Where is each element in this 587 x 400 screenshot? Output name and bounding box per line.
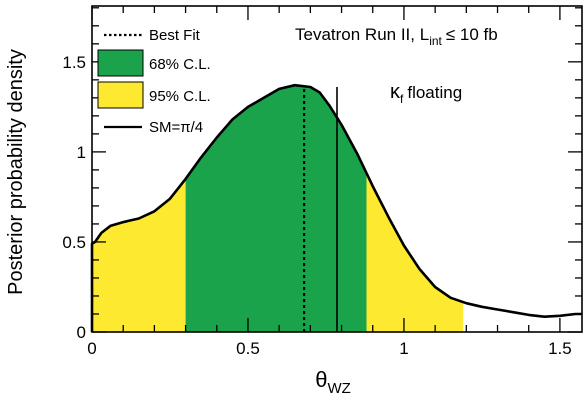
y-tick-label: 0.5	[62, 233, 86, 252]
tick-labels: 0 0.5 1 1.5 0 0.5 1 1.5	[62, 53, 571, 358]
y-tick-label: 1.5	[62, 53, 86, 72]
legend-68-label: 68% C.L.	[149, 56, 211, 73]
x-axis-title: θWZ	[315, 367, 351, 397]
axis-ticks	[91, 6, 582, 333]
x-tick-label: 0	[87, 339, 96, 358]
legend-bestfit-label: Best Fit	[149, 27, 201, 44]
posterior-curve	[90, 83, 582, 332]
plot-frame	[91, 5, 583, 333]
band-0	[92, 178, 186, 332]
posterior-line	[90, 83, 582, 332]
y-tick-label: 1	[77, 143, 86, 162]
legend: Best Fit 68% C.L. 95% C.L. SM=π/4	[97, 27, 211, 136]
confidence-bands	[92, 85, 464, 332]
y-tick-label: 0	[77, 323, 86, 342]
legend-95-swatch	[97, 81, 144, 109]
legend-95-label: 95% C.L.	[149, 88, 211, 105]
marker-lines	[303, 86, 338, 332]
legend-68-swatch	[97, 49, 144, 77]
legend-sm-label: SM=π/4	[149, 119, 203, 136]
band-2	[366, 173, 464, 332]
band-1	[185, 85, 367, 332]
x-tick-label: 0.5	[236, 339, 260, 358]
annotation-run: Tevatron Run II, Lint ≤ 10 fb	[295, 25, 498, 48]
annotation-kappa: κf floating	[390, 81, 462, 106]
x-tick-label: 1	[399, 339, 408, 358]
x-tick-label: 1.5	[548, 339, 572, 358]
y-axis-title: Posterior probability density	[5, 49, 27, 295]
